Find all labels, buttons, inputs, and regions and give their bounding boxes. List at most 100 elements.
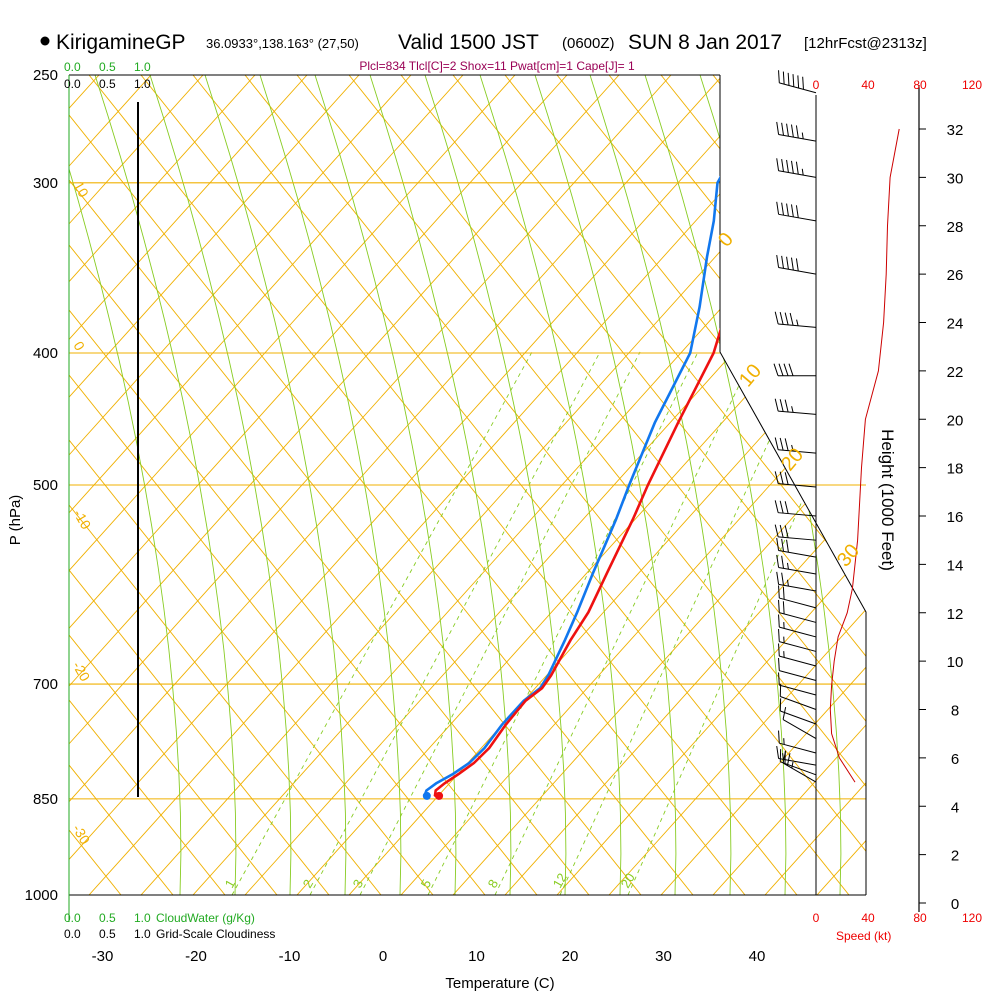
barb-staff xyxy=(779,83,816,93)
barb-feather xyxy=(796,258,798,271)
height-tick-label: 2 xyxy=(951,848,959,865)
barb-feather xyxy=(791,161,793,174)
dry-adiabat-label: -30 xyxy=(69,822,93,848)
barb-feather xyxy=(787,540,789,553)
station-name: KirigamineGP xyxy=(56,31,186,54)
speed-tick-label: 80 xyxy=(913,78,927,92)
wind-barb xyxy=(777,572,816,591)
mixing-ratio-label: 5 xyxy=(418,877,435,891)
barb-feather xyxy=(780,312,783,324)
station-coords: 36.0933°,138.163° (27,50) xyxy=(206,36,359,51)
temperature-tick-label: -10 xyxy=(279,948,301,965)
pressure-tick-label: 300 xyxy=(33,175,58,192)
pressure-tick-label: 500 xyxy=(33,477,58,494)
wind-barb xyxy=(775,312,816,328)
barb-feather xyxy=(779,585,780,598)
barb-feather xyxy=(782,159,784,172)
wind-barb xyxy=(775,399,816,415)
isotherm-line xyxy=(921,75,1000,895)
barb-feather xyxy=(785,472,788,484)
barb-half-feather xyxy=(797,320,798,326)
cloud-scale-label: 0.5 xyxy=(99,911,116,925)
pressure-tick-label: 250 xyxy=(33,67,58,84)
speed-tick-label: 0 xyxy=(813,911,820,925)
wind-barb xyxy=(777,158,816,177)
barb-feather xyxy=(775,312,778,324)
temperature-tick-label: 20 xyxy=(562,948,579,965)
height-tick-label: 16 xyxy=(947,509,964,526)
barb-staff xyxy=(779,656,816,666)
wind-barb xyxy=(783,707,816,738)
y-axis-title: P (hPa) xyxy=(7,495,24,546)
barb-feather xyxy=(779,600,780,613)
height-tick-label: 6 xyxy=(951,751,959,768)
temperature-tick-label: 30 xyxy=(655,948,672,965)
dry-adiabat-line xyxy=(973,75,1000,895)
speed-tick-label: 120 xyxy=(962,78,982,92)
height-tick-label: 22 xyxy=(947,364,964,381)
mixing-ratio-line xyxy=(360,352,640,895)
barb-feather xyxy=(787,257,789,270)
mixing-ratio-label: 8 xyxy=(485,877,502,891)
barb-feather xyxy=(787,204,789,217)
speed-tick-label: 40 xyxy=(861,911,875,925)
wind-barb xyxy=(774,364,816,376)
stability-indices: Plcl=834 Tlcl[C]=2 Shox=11 Pwat[cm]=1 Ca… xyxy=(359,59,635,73)
surface-dewpoint-dot xyxy=(423,792,431,800)
temperature-tick-label: 0 xyxy=(379,948,387,965)
barb-half-feather xyxy=(787,563,788,569)
wind-barb xyxy=(780,684,816,710)
dry-adiabat-label: -10 xyxy=(70,507,94,533)
theta-e-label: 30 xyxy=(833,540,864,571)
barb-staff xyxy=(779,134,816,141)
barb-staff xyxy=(779,268,816,275)
wind-barb xyxy=(780,698,816,724)
temperature-tick-label: -20 xyxy=(185,948,207,965)
cloud-scale-label: 0.5 xyxy=(99,77,116,91)
barb-staff xyxy=(779,171,816,178)
barb-feather xyxy=(777,746,779,759)
barb-feather xyxy=(779,70,780,83)
barb-feather xyxy=(782,256,784,269)
wind-barb xyxy=(783,751,816,782)
frame-right-slant xyxy=(720,352,866,895)
barb-staff xyxy=(779,642,816,652)
header: KirigamineGP 36.0933°,138.163° (27,50) V… xyxy=(41,31,927,73)
pressure-tick-label: 1000 xyxy=(25,887,58,904)
utc-time: (0600Z) xyxy=(562,35,615,52)
mixing-ratio-line xyxy=(232,352,532,895)
pressure-tick-label: 850 xyxy=(33,791,58,808)
barb-feather xyxy=(775,399,778,411)
mixing-ratio-label: 12 xyxy=(550,870,570,890)
dry-adiabat-line xyxy=(921,75,1000,895)
isobars xyxy=(69,75,866,895)
barb-feather xyxy=(783,587,784,600)
barb-feather xyxy=(788,73,789,86)
height-tick-label: 4 xyxy=(951,799,959,816)
height-tick-label: 28 xyxy=(947,219,964,236)
speed-tick-label: 40 xyxy=(861,78,875,92)
barb-staff xyxy=(778,411,816,414)
dry-adiabat-label: 10 xyxy=(70,179,92,201)
height-tick-label: 14 xyxy=(947,557,964,574)
wind-barb xyxy=(777,122,816,141)
barb-feather xyxy=(791,125,793,138)
height-tick-label: 10 xyxy=(947,654,964,671)
barb-feather xyxy=(775,437,778,449)
barb-feather xyxy=(789,364,793,376)
surface-temperature-dot xyxy=(435,792,443,800)
cloud-scale-label: 0.0 xyxy=(64,77,81,91)
barb-staff xyxy=(779,598,816,608)
barb-feather xyxy=(777,122,779,135)
barb-feather xyxy=(798,75,799,88)
barb-feather xyxy=(777,158,779,171)
speed-axis-title: Speed (kt) xyxy=(836,929,891,943)
height-axis-title: Height (1000 Feet) xyxy=(878,429,897,571)
barb-staff xyxy=(779,214,816,221)
height-tick-label: 0 xyxy=(951,896,959,913)
barb-feather xyxy=(782,203,784,216)
barb-feather xyxy=(784,364,788,376)
height-tick-label: 8 xyxy=(951,703,959,720)
barb-half-feather xyxy=(802,133,803,139)
